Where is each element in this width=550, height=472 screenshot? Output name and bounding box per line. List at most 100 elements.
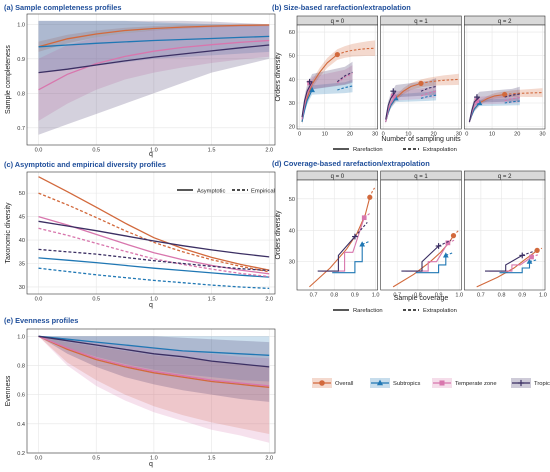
panel-background [380, 25, 462, 129]
x-tick-label: 1.0 [455, 293, 463, 299]
legend-label: Empirical [251, 189, 275, 195]
square-marker-icon [439, 380, 445, 386]
extrapolation-line [337, 85, 353, 91]
panel-border [380, 179, 462, 291]
series-line [38, 192, 270, 273]
triangle-marker-icon [442, 252, 449, 258]
x-tick-label: 20 [430, 132, 436, 138]
x-tick-label: 10 [405, 132, 411, 138]
series-line [38, 248, 270, 272]
legend-rarefaction-types: Rarefaction Extrapolation [333, 147, 457, 153]
triangle-marker-icon [526, 258, 533, 264]
legend-label: Extrapolation [423, 308, 457, 314]
triangle-marker-icon [476, 99, 483, 106]
circle-marker-icon [334, 51, 340, 58]
y-tick-label: 30 [19, 285, 25, 291]
y-tick-label: 0.4 [17, 422, 25, 428]
x-tick-label: 2.0 [265, 297, 273, 303]
panel-title: (d) Coverage-based rarefaction/extrapola… [272, 159, 430, 168]
extrapolation-line [420, 90, 437, 97]
legend-group-label: Subtropics [393, 381, 420, 387]
panel-border [296, 179, 378, 291]
y-tick-label: 40 [289, 228, 295, 234]
rarefaction-line [499, 261, 531, 274]
square-marker-icon [474, 98, 480, 103]
series-line [38, 176, 270, 271]
confidence-band [38, 336, 270, 443]
x-tick-label: 1.0 [150, 148, 158, 154]
y-axis-label: Taxonomic diversity [5, 202, 12, 264]
x-tick-label: 0.7 [477, 293, 485, 299]
triangle-marker-icon [376, 379, 384, 386]
rarefaction-line [415, 255, 447, 274]
triangle-marker-icon [392, 95, 399, 101]
rarefaction-line [317, 236, 356, 272]
triangle-marker-icon [309, 86, 315, 93]
x-tick-label: 10 [322, 132, 328, 138]
x-tick-label: 0 [465, 132, 468, 138]
x-tick-label: 1.5 [208, 148, 216, 154]
series-line [38, 44, 270, 74]
panel-border [464, 179, 546, 291]
confidence-band [38, 336, 270, 382]
x-axis-label: q [149, 302, 153, 309]
x-tick-label: 0.8 [414, 293, 422, 299]
y-tick-label: 50 [19, 191, 25, 197]
circle-marker-icon [367, 194, 373, 200]
confidence-band [38, 20, 270, 135]
x-tick-label: 0.0 [35, 297, 43, 303]
x-axis-label: q [149, 151, 153, 158]
circle-marker-icon [534, 247, 540, 253]
rarefaction-line [385, 90, 397, 120]
series-line [38, 335, 270, 368]
x-tick-label: 0.5 [92, 297, 100, 303]
legend-label: Extrapolation [423, 147, 457, 153]
legend-label: Asymptotic [197, 189, 225, 195]
confidence-band [38, 24, 270, 52]
panel-d: (d) Coverage-based rarefaction/extrapola… [272, 159, 547, 314]
y-tick-label: 60 [289, 30, 295, 36]
panel-border [296, 24, 378, 130]
y-tick-label: 0.8 [17, 363, 25, 369]
x-tick-label: 1.0 [539, 293, 547, 299]
square-marker-icon [445, 240, 451, 246]
confidence-band [385, 84, 437, 124]
x-tick-label: 2.0 [265, 456, 273, 462]
extrapolation-line [336, 73, 353, 84]
y-tick-label: 20 [289, 125, 295, 131]
x-tick-label: 0 [298, 132, 301, 138]
x-tick-label: 0.9 [435, 293, 443, 299]
panel-title: (b) Size-based rarefaction/extrapolation [272, 3, 411, 12]
x-tick-label: 30 [539, 132, 545, 138]
panel-background [464, 180, 545, 290]
x-tick-label: 0.8 [498, 293, 506, 299]
legend-rarefaction-types: Rarefaction Extrapolation [333, 308, 457, 314]
series-line [38, 35, 270, 48]
confidence-band [469, 96, 520, 124]
confidence-band [38, 336, 270, 434]
panel-border [380, 24, 462, 130]
legend-label: Rarefaction [353, 308, 383, 314]
rarefaction-line [485, 254, 523, 272]
square-marker-icon [390, 93, 396, 99]
series-line [38, 227, 270, 278]
rarefaction-line [301, 81, 313, 118]
triangle-marker-icon [359, 241, 366, 247]
x-tick-label: 0 [382, 132, 385, 138]
x-tick-label: 20 [347, 132, 353, 138]
y-tick-label: 1.0 [17, 22, 25, 28]
x-tick-label: 30 [372, 132, 378, 138]
series-line [38, 335, 270, 389]
x-tick-label: 0.9 [351, 293, 359, 299]
y-tick-label: 1.0 [17, 334, 25, 340]
panel-title: (a) Sample completeness profiles [4, 3, 121, 12]
x-tick-label: 1.0 [150, 297, 158, 303]
confidence-band [302, 61, 353, 121]
legend-group-label: Tropics [534, 381, 550, 387]
y-axis-label: Evenness [5, 375, 12, 406]
x-tick-label: 0.8 [330, 293, 338, 299]
y-tick-label: 0.8 [17, 91, 25, 97]
extrapolation-line [438, 239, 452, 247]
circle-marker-icon [418, 80, 424, 86]
